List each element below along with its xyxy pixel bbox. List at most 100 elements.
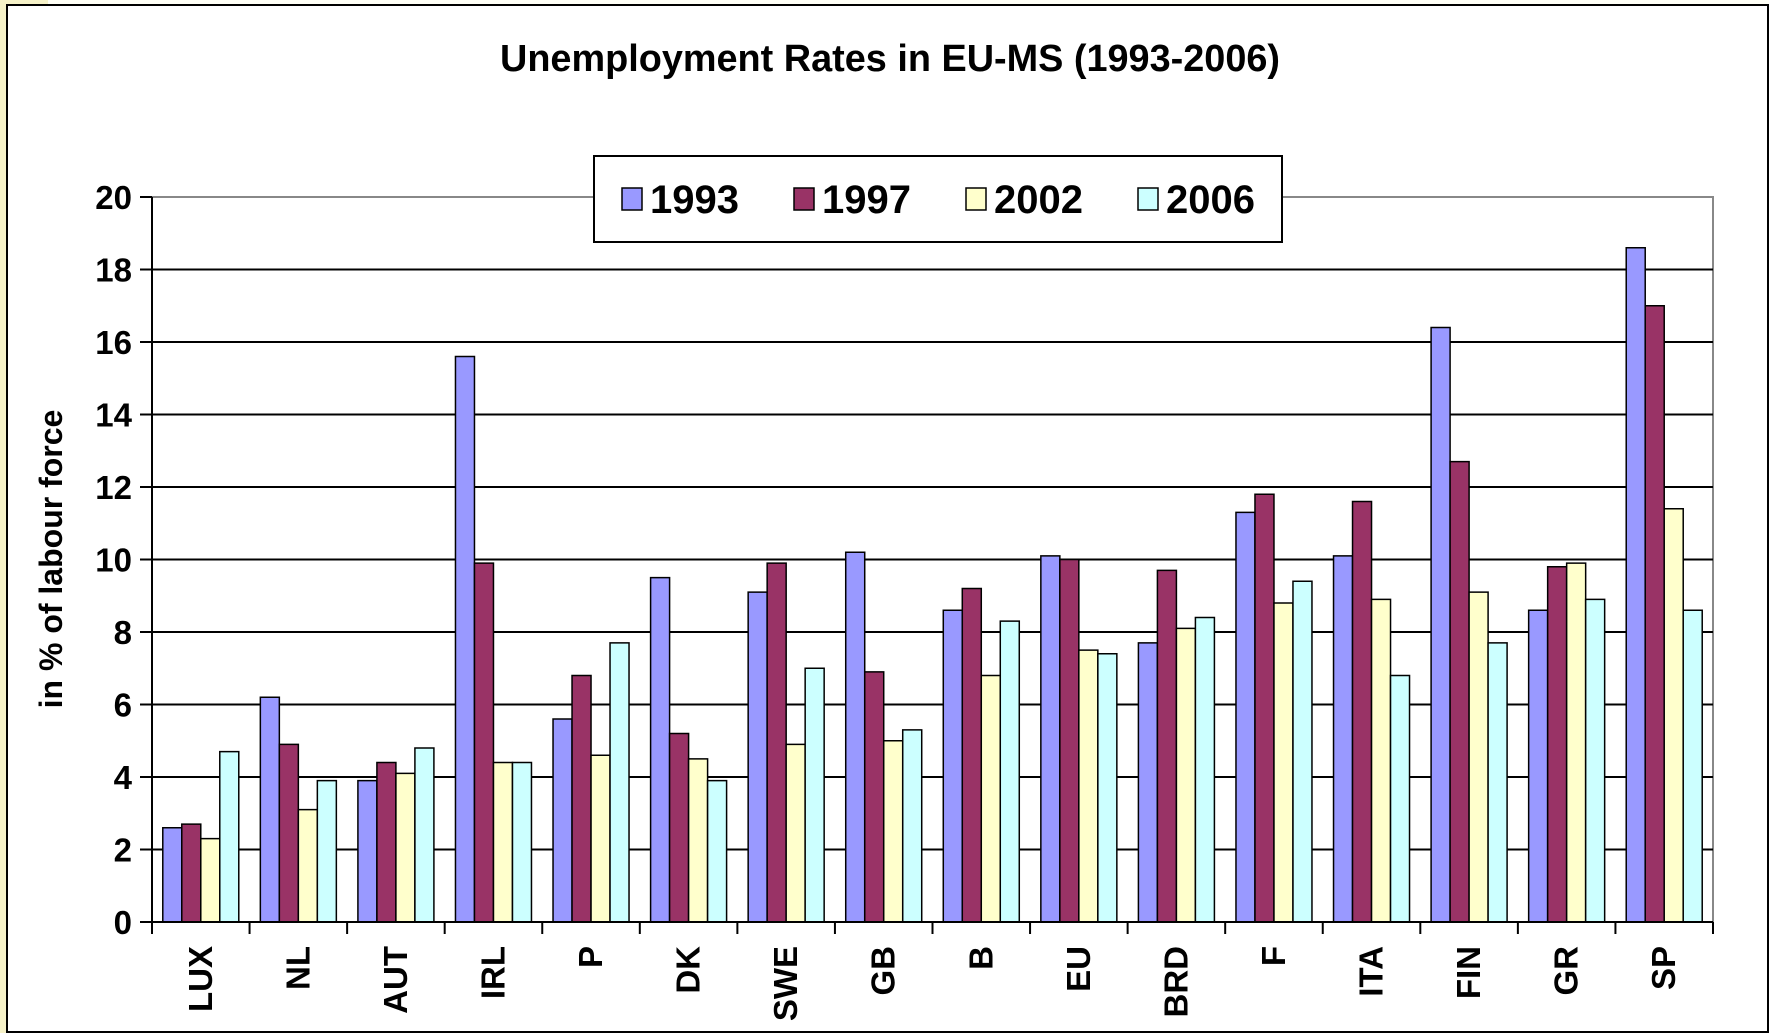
bar-ITA-2006 xyxy=(1389,674,1411,923)
y-tick-label: 2 xyxy=(114,832,132,869)
bar-EU-1997 xyxy=(1059,558,1080,923)
legend-swatch-1993 xyxy=(621,187,643,211)
legend-label-2006: 2006 xyxy=(1166,178,1255,222)
bar-SP-1993 xyxy=(1625,247,1646,923)
y-tick-label: 6 xyxy=(114,687,132,724)
bar-FIN-2002 xyxy=(1468,591,1489,923)
bar-NL-2002 xyxy=(297,808,319,923)
y-tick-label: 16 xyxy=(95,324,132,361)
legend-swatch-1997 xyxy=(793,187,815,211)
bar-P-1997 xyxy=(571,674,592,923)
y-tick-label: 10 xyxy=(95,542,132,579)
bar-ITA-1993 xyxy=(1332,555,1354,923)
bar-GR-2006 xyxy=(1584,598,1606,923)
bar-NL-1993 xyxy=(259,696,281,923)
bar-SWE-1997 xyxy=(766,562,787,923)
y-axis-label: in % of labour force xyxy=(33,410,69,709)
legend-box xyxy=(593,155,1283,243)
bar-SP-2002 xyxy=(1663,508,1684,923)
bar-SWE-2006 xyxy=(804,667,825,923)
bar-BRD-1993 xyxy=(1137,642,1159,923)
bar-GR-1993 xyxy=(1527,609,1549,923)
legend-label-1997: 1997 xyxy=(822,178,911,222)
y-tick-label: 20 xyxy=(95,179,132,216)
bar-SWE-2002 xyxy=(785,743,806,923)
bar-GR-1997 xyxy=(1546,566,1568,923)
y-tick-label: 0 xyxy=(114,904,132,941)
bar-B-1993 xyxy=(942,609,964,923)
bar-IRL-2002 xyxy=(492,761,514,923)
bar-F-2002 xyxy=(1273,602,1294,923)
chart-title: Unemployment Rates in EU-MS (1993-2006) xyxy=(500,38,1280,80)
bar-ITA-2002 xyxy=(1370,598,1392,923)
bar-FIN-1993 xyxy=(1430,326,1451,923)
bar-FIN-2006 xyxy=(1487,642,1508,923)
bars xyxy=(162,247,1703,923)
x-tick-label: GR xyxy=(1548,946,1585,996)
x-tick-label: DK xyxy=(670,946,707,994)
bar-F-2006 xyxy=(1292,580,1313,923)
bar-P-2006 xyxy=(609,642,630,923)
bar-EU-2002 xyxy=(1078,649,1099,923)
bar-ITA-1997 xyxy=(1351,500,1373,923)
y-tick-label: 18 xyxy=(95,252,132,289)
x-tick-label: NL xyxy=(279,946,316,990)
legend: 1993 1997 2002 2006 xyxy=(593,155,1283,243)
bar-SP-2006 xyxy=(1682,609,1703,923)
x-tick-label: AUT xyxy=(377,946,414,1014)
slide-decoration-strip xyxy=(0,0,8,1033)
legend-swatch-2006 xyxy=(1137,187,1159,211)
legend-label-2002: 2002 xyxy=(994,178,1083,222)
bar-EU-1993 xyxy=(1040,555,1061,923)
bar-FIN-1997 xyxy=(1449,460,1470,923)
bar-NL-2006 xyxy=(316,779,338,923)
legend-label-1993: 1993 xyxy=(650,178,739,222)
bar-IRL-2006 xyxy=(511,761,533,923)
y-tick-label: 12 xyxy=(95,469,132,506)
y-tick-label: 14 xyxy=(95,397,132,434)
x-tick-label: IRL xyxy=(474,946,511,999)
bar-AUT-1993 xyxy=(357,779,378,923)
bar-AUT-2002 xyxy=(395,772,416,923)
x-tick-label: SWE xyxy=(767,946,804,1021)
legend-swatch-2002 xyxy=(965,187,987,211)
x-tick-label: P xyxy=(572,946,609,968)
bar-EU-2006 xyxy=(1097,653,1118,923)
x-tick-label: EU xyxy=(1060,946,1097,992)
bar-DK-1993 xyxy=(649,576,671,923)
bar-LUX-2002 xyxy=(200,837,221,923)
bar-NL-1997 xyxy=(278,743,300,923)
y-tick-label: 4 xyxy=(114,759,133,796)
x-tick-label: GB xyxy=(865,946,902,996)
bar-LUX-2006 xyxy=(219,750,240,923)
x-tick-label: ITA xyxy=(1353,946,1390,997)
bar-SP-1997 xyxy=(1644,305,1665,923)
bar-GB-1993 xyxy=(844,551,866,923)
bar-IRL-1997 xyxy=(473,562,495,923)
bar-P-2002 xyxy=(590,754,611,923)
bar-B-1997 xyxy=(961,587,983,923)
x-tick-label: SP xyxy=(1645,946,1682,990)
axes: 0 2 4 6 8 10 12 14 16 18 20 LUX NL AUT IRL P DK SWE GB B EU B… xyxy=(95,179,1714,1021)
bar-DK-2002 xyxy=(687,758,709,923)
bar-B-2006 xyxy=(999,620,1021,923)
bar-IRL-1993 xyxy=(454,355,476,923)
bar-B-2002 xyxy=(980,674,1002,923)
bar-BRD-1997 xyxy=(1156,569,1178,923)
bar-SWE-1993 xyxy=(747,591,768,923)
bar-AUT-2006 xyxy=(414,747,435,923)
bar-DK-2006 xyxy=(706,779,728,923)
x-tick-label: LUX xyxy=(182,946,219,1012)
bar-DK-1997 xyxy=(668,732,690,923)
bar-chart: Unemployment Rates in EU-MS (1993-2006) … xyxy=(33,38,1714,1021)
x-tick-label: F xyxy=(1255,946,1292,966)
bar-GR-2002 xyxy=(1565,562,1587,923)
bar-P-1993 xyxy=(552,718,573,923)
x-tick-label: BRD xyxy=(1157,946,1194,1018)
bar-AUT-1997 xyxy=(376,761,397,923)
bar-BRD-2002 xyxy=(1175,627,1197,923)
y-tick-label: 8 xyxy=(114,614,132,651)
bar-LUX-1997 xyxy=(181,823,202,923)
bar-F-1997 xyxy=(1254,493,1275,923)
